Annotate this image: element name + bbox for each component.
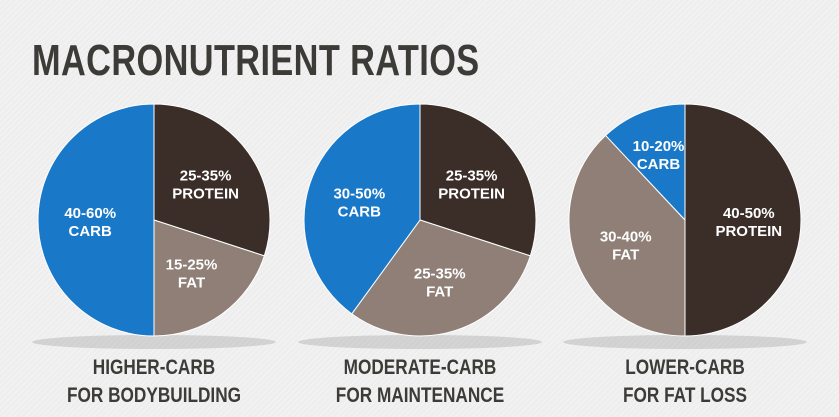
slice-range-label: 40-50%: [723, 205, 775, 222]
caption-line1: LOWER-CARB: [625, 356, 745, 379]
slice-range-label: 30-50%: [333, 185, 385, 202]
slice-label-carb: 40-60% CARB: [64, 205, 116, 240]
pie-slice-protein: [153, 103, 271, 257]
slice-name-label: FAT: [612, 246, 639, 263]
pie-svg: 40-50% PROTEIN 30-40% FAT 10-20% CARB: [563, 103, 807, 349]
pie-chart-moderate-carb: 25-35% PROTEIN 25-35% FAT 30-50% CARB MODERAT…: [280, 95, 560, 417]
slice-name-label: PROTEIN: [438, 185, 505, 202]
slice-range-label: 15-25%: [166, 257, 218, 274]
slice-name-label: PROTEIN: [715, 223, 782, 240]
slice-label-protein: 25-35% PROTEIN: [438, 167, 505, 202]
pie-slice-protein: [684, 103, 802, 337]
pie-shadow: [563, 335, 807, 349]
pie-slice-carb: [303, 103, 421, 315]
pie-slice-fat: [568, 134, 686, 337]
chart-caption: MODERATE-CARB FOR MAINTENANCE: [280, 354, 560, 410]
slice-range-label: 25-35%: [180, 167, 232, 184]
slice-range-label: 30-40%: [600, 228, 652, 245]
slice-label-fat: 25-35% FAT: [414, 266, 466, 301]
slice-label-carb: 30-50% CARB: [333, 185, 385, 220]
page-title: MACRONUTRIENT RATIOS: [32, 36, 480, 85]
chart-caption: HIGHER-CARB FOR BODYBUILDING: [14, 354, 294, 410]
pie-slice-fat: [153, 219, 265, 337]
slice-name-label: PROTEIN: [172, 185, 239, 202]
slice-name-label: CARB: [338, 203, 381, 220]
slice-name-label: CARB: [69, 223, 112, 240]
slice-range-label: 25-35%: [414, 266, 466, 283]
slice-range-label: 10-20%: [633, 138, 685, 155]
slice-range-label: 25-35%: [446, 167, 498, 184]
pie-shadow: [298, 335, 542, 349]
pie-chart-lower-carb: 40-50% PROTEIN 30-40% FAT 10-20% CARB LOWER-C…: [545, 95, 825, 417]
caption-line2: FOR BODYBUILDING: [66, 384, 242, 407]
pie-slice-fat: [351, 219, 531, 337]
caption-line1: HIGHER-CARB: [92, 356, 216, 379]
pie-slice-carb: [604, 103, 686, 222]
slice-name-label: FAT: [426, 284, 453, 301]
pie-chart-higher-carb: 25-35% PROTEIN 15-25% FAT 40-60% CARB HIGHER-…: [14, 95, 294, 417]
chart-caption: LOWER-CARB FOR FAT LOSS: [545, 354, 825, 410]
pie-slice-protein: [419, 103, 537, 257]
pie-svg: 25-35% PROTEIN 15-25% FAT 40-60% CARB: [32, 103, 276, 349]
slice-label-protein: 25-35% PROTEIN: [172, 167, 239, 202]
slice-label-fat: 15-25% FAT: [166, 257, 218, 292]
pie-slice-carb: [37, 103, 155, 337]
slice-range-label: 40-60%: [64, 205, 116, 222]
slice-name-label: FAT: [178, 275, 205, 292]
pie-shadow: [32, 335, 276, 349]
caption-line1: MODERATE-CARB: [343, 356, 497, 379]
caption-line2: FOR FAT LOSS: [622, 384, 748, 407]
slice-label-protein: 40-50% PROTEIN: [715, 205, 782, 240]
slice-label-carb: 10-20% CARB: [633, 138, 685, 173]
slice-name-label: CARB: [637, 156, 680, 173]
slice-label-fat: 30-40% FAT: [600, 228, 652, 263]
caption-line2: FOR MAINTENANCE: [335, 384, 505, 407]
